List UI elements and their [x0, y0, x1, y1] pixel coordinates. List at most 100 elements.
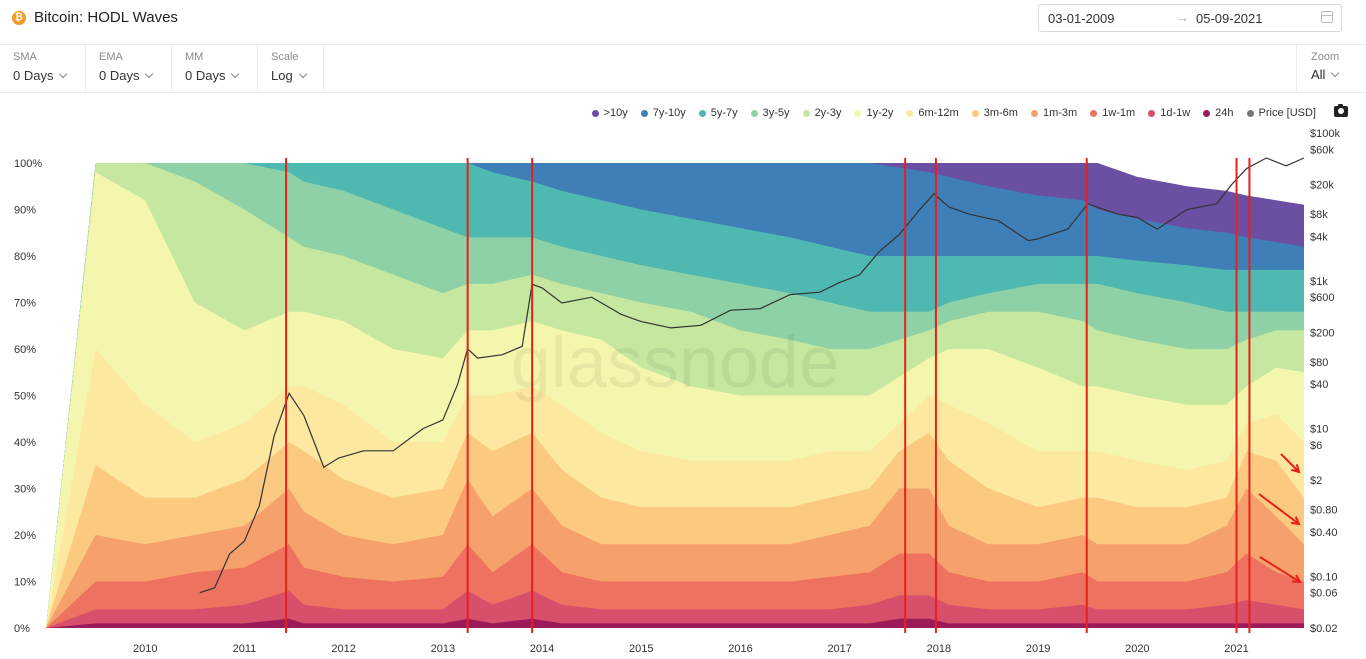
annotation-arrow-icon [1280, 453, 1301, 474]
legend-dot-icon [591, 109, 599, 117]
legend-item[interactable]: Price [USD] [1246, 106, 1316, 120]
y-left-tick-label: 0% [14, 623, 30, 635]
legend-label: Price [USD] [1258, 107, 1316, 119]
legend-item[interactable]: 2y-3y [802, 106, 842, 120]
y-right-tick-label: $100k [1310, 128, 1340, 140]
legend-item[interactable]: 1w-1m [1090, 106, 1135, 120]
chevron-down-icon [1331, 68, 1340, 78]
legend-item[interactable]: 1m-3m [1030, 106, 1077, 120]
x-tick-label: 2019 [1026, 643, 1050, 655]
legend-label: 5y-7y [710, 107, 738, 119]
sma-label: SMA [13, 51, 37, 63]
scale-value: Log [271, 68, 293, 83]
scale-label: Scale [271, 51, 299, 63]
legend-label: 2y-3y [814, 107, 842, 119]
x-tick-label: 2020 [1125, 643, 1149, 655]
y-right-tick-label: $60k [1310, 144, 1334, 156]
sma-select[interactable]: SMA 0 Days [0, 44, 86, 92]
y-left-tick-label: 20% [14, 530, 36, 542]
y-right-tick-label: $8k [1310, 209, 1328, 221]
mm-select[interactable]: MM 0 Days [172, 44, 258, 92]
date-range-picker[interactable]: 03-01-2009 → 05-09-2021 [1038, 4, 1342, 32]
y-right-tick-label: $10 [1310, 424, 1328, 436]
y-left-tick-label: 30% [14, 484, 36, 496]
legend-label: 6m-12m [918, 107, 959, 119]
mm-value: 0 Days [185, 68, 226, 83]
y-left-tick-label: 100% [14, 158, 42, 170]
band-1w-1m [46, 544, 1304, 628]
chevron-down-icon [59, 69, 68, 79]
date-to[interactable]: 05-09-2021 [1196, 11, 1263, 26]
legend-item[interactable]: 3m-6m [971, 106, 1018, 120]
zoom-value: All [1311, 67, 1326, 82]
legend-label: 3y-5y [762, 107, 790, 119]
legend-item[interactable]: 24h [1203, 106, 1234, 120]
chevron-down-icon [231, 69, 240, 79]
y-right-tick-label: $1k [1310, 276, 1328, 288]
bitcoin-icon: ₿ [12, 11, 26, 25]
chevron-down-icon [145, 69, 154, 79]
legend-dot-icon [1246, 109, 1254, 117]
legend-item[interactable]: 3y-5y [750, 106, 790, 120]
legend-label: 7y-10y [652, 107, 686, 119]
band-24h [46, 618, 1304, 628]
legend-dot-icon [854, 109, 862, 117]
legend-label: 1y-2y [866, 107, 894, 119]
legend-label: 1w-1m [1102, 107, 1136, 119]
legend-item[interactable]: 1y-2y [854, 106, 893, 120]
x-tick-label: 2010 [133, 643, 157, 655]
hodl-waves-chart: glassnode 0% 10% 20% 30% 40% 50% 60% 70% 80% 90% 1… [14, 128, 1340, 655]
y-right-tick-label: $80 [1310, 357, 1328, 369]
legend-dot-icon [1090, 109, 1098, 117]
x-tick-label: 2017 [827, 643, 851, 655]
y-right-tick-label: $4k [1310, 231, 1328, 243]
x-tick-label: 2014 [530, 643, 554, 655]
legend-label: >10y [603, 107, 628, 119]
chevron-down-icon [298, 69, 307, 79]
chart-legend: >10y 7y-10y 5y-7y 3y-5y 2y-3y 1y-2y 6m-12m 3m-6… [579, 106, 1316, 120]
sma-value: 0 Days [13, 68, 54, 83]
camera-icon[interactable] [1334, 104, 1348, 117]
calendar-icon[interactable] [1321, 11, 1333, 23]
legend-item[interactable]: >10y [591, 106, 628, 120]
x-tick-label: 2018 [927, 643, 951, 655]
legend-label: 3m-6m [983, 107, 1018, 119]
ema-value: 0 Days [99, 68, 140, 83]
legend-dot-icon [640, 109, 648, 117]
watermark: glassnode [511, 323, 839, 403]
x-tick-label: 2011 [233, 643, 257, 655]
legend-dot-icon [1148, 109, 1156, 117]
scale-select[interactable]: Scale Log [258, 44, 324, 92]
y-right-tick-label: $0.02 [1310, 623, 1338, 635]
legend-item[interactable]: 5y-7y [698, 106, 738, 120]
page-title: Bitcoin: HODL Waves [34, 9, 178, 26]
zoom-select[interactable]: Zoom All [1296, 44, 1366, 92]
annotation-arrow-icon [1259, 556, 1302, 584]
x-tick-label: 2012 [331, 643, 355, 655]
x-tick-label: 2016 [728, 643, 752, 655]
y-right-tick-label: $600 [1310, 292, 1334, 304]
legend-label: 1d-1w [1160, 107, 1191, 119]
legend-item[interactable]: 7y-10y [640, 106, 686, 120]
y-right-tick-label: $0.10 [1310, 571, 1338, 583]
x-tick-label: 2013 [431, 643, 455, 655]
ema-select[interactable]: EMA 0 Days [86, 44, 172, 92]
y-left-tick-label: 40% [14, 437, 36, 449]
ema-label: EMA [99, 51, 123, 63]
legend-item[interactable]: 6m-12m [906, 106, 959, 120]
date-separator: → [1176, 10, 1189, 25]
y-left-tick-label: 50% [14, 391, 36, 403]
y-left-tick-label: 70% [14, 298, 36, 310]
legend-label: 24h [1215, 107, 1234, 119]
date-from[interactable]: 03-01-2009 [1048, 11, 1115, 26]
price-line [199, 157, 1305, 594]
legend-dot-icon [698, 109, 706, 117]
y-right-tick-label: $0.40 [1310, 527, 1338, 539]
y-right-tick-label: $6 [1310, 440, 1322, 452]
legend-item[interactable]: 1d-1w [1148, 106, 1190, 120]
band-1d-1w [46, 590, 1304, 628]
y-right-tick-label: $20k [1310, 180, 1334, 192]
legend-dot-icon [802, 109, 810, 117]
y-right-tick-label: $0.06 [1310, 588, 1338, 600]
y-right-tick-label: $40 [1310, 379, 1328, 391]
